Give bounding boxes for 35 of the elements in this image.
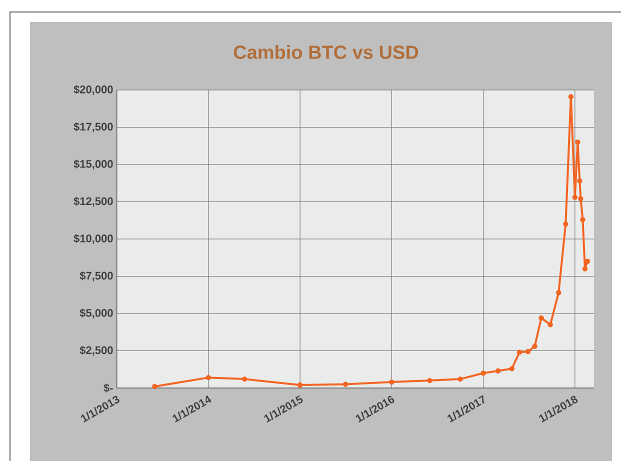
y-tick-label: $15,000 [74,160,113,170]
y-tick-label: $12,500 [74,196,113,207]
point [548,322,553,328]
point [496,368,501,374]
point [342,382,348,387]
point [538,315,544,321]
point [458,376,463,382]
point [206,374,212,380]
point [242,376,248,382]
y-tick-label: $17,500 [74,122,113,132]
point [152,384,158,390]
point [516,350,522,355]
y-tick-label: $5,000 [80,308,113,318]
point [572,194,578,200]
y-tick-label: $10,000 [74,234,113,244]
point [578,196,584,202]
point [427,378,432,384]
point [580,217,586,222]
point [525,348,531,354]
point [556,290,562,296]
point [582,266,588,272]
point [577,178,582,184]
point [509,366,515,372]
point [563,222,568,227]
y-tick-label: $7,500 [80,271,113,282]
point [480,370,486,376]
point [575,140,580,145]
chart-title: Cambio BTC vs USD [234,45,418,59]
y-tick-label: $2,500 [80,346,113,356]
y-tick-label: $20,000 [74,85,113,95]
point [532,344,538,349]
point [389,379,394,385]
y-tick-label: $- [104,384,113,392]
point [297,382,303,388]
point [568,94,574,100]
